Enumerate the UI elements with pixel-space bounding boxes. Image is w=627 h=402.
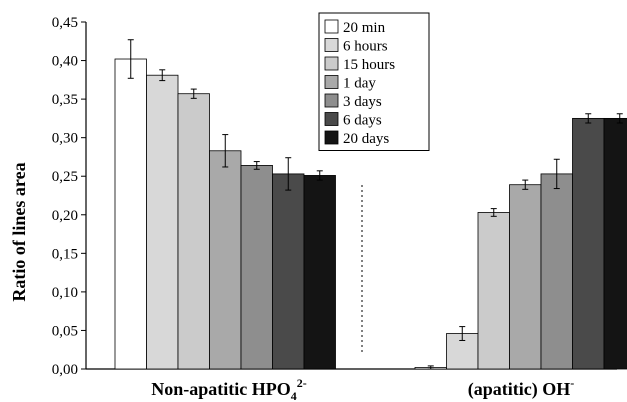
legend-swatch xyxy=(324,56,339,71)
x-category-label: (apatitic) OH- xyxy=(468,376,574,400)
y-tick-label: 0,35 xyxy=(52,92,78,108)
x-category-label: Non-apatitic HPO42- xyxy=(151,376,307,402)
legend-swatch xyxy=(324,130,339,145)
bar xyxy=(477,212,510,370)
x-axis-categories: Non-apatitic HPO42- (apatitic) OH- xyxy=(151,376,574,402)
y-axis-label: Ratio of lines area xyxy=(9,162,29,301)
legend-label: 1 day xyxy=(343,76,376,92)
legend-label: 6 days xyxy=(343,113,382,129)
legend-swatch xyxy=(324,112,339,126)
bars xyxy=(114,58,627,370)
error-bars xyxy=(127,39,623,370)
legend-label: 6 hours xyxy=(343,39,388,55)
legend-label: 20 days xyxy=(343,131,389,147)
legend-swatch xyxy=(324,75,339,89)
bar xyxy=(540,173,573,370)
bar xyxy=(303,175,336,370)
bar xyxy=(572,117,605,370)
bar xyxy=(240,165,273,370)
legend-swatch xyxy=(324,38,339,52)
bar xyxy=(146,74,179,370)
legend-swatch xyxy=(324,93,339,108)
y-tick-label: 0,30 xyxy=(52,131,78,147)
bar xyxy=(272,173,305,370)
bar xyxy=(177,93,210,370)
y-tick-label: 0,40 xyxy=(52,54,78,70)
legend-label: 20 min xyxy=(343,20,386,36)
y-tick-label: 0,10 xyxy=(52,285,78,301)
bar xyxy=(603,117,627,370)
y-tick-label: 0,00 xyxy=(52,362,78,378)
legend-swatch xyxy=(324,19,339,34)
bar xyxy=(114,58,147,370)
bar xyxy=(509,184,542,370)
legend-label: 3 days xyxy=(343,94,382,110)
legend-label: 15 hours xyxy=(343,57,395,73)
y-tick-label: 0,05 xyxy=(52,323,78,339)
y-tick-label: 0,20 xyxy=(52,208,78,224)
legend: 20 min 6 hours 15 hours 1 day 3 days 6 days 20… xyxy=(318,12,430,151)
y-tick-label: 0,15 xyxy=(52,246,78,262)
y-tick-label: 0,45 xyxy=(52,15,78,31)
y-tick-label: 0,25 xyxy=(52,169,78,185)
bar xyxy=(209,150,242,370)
